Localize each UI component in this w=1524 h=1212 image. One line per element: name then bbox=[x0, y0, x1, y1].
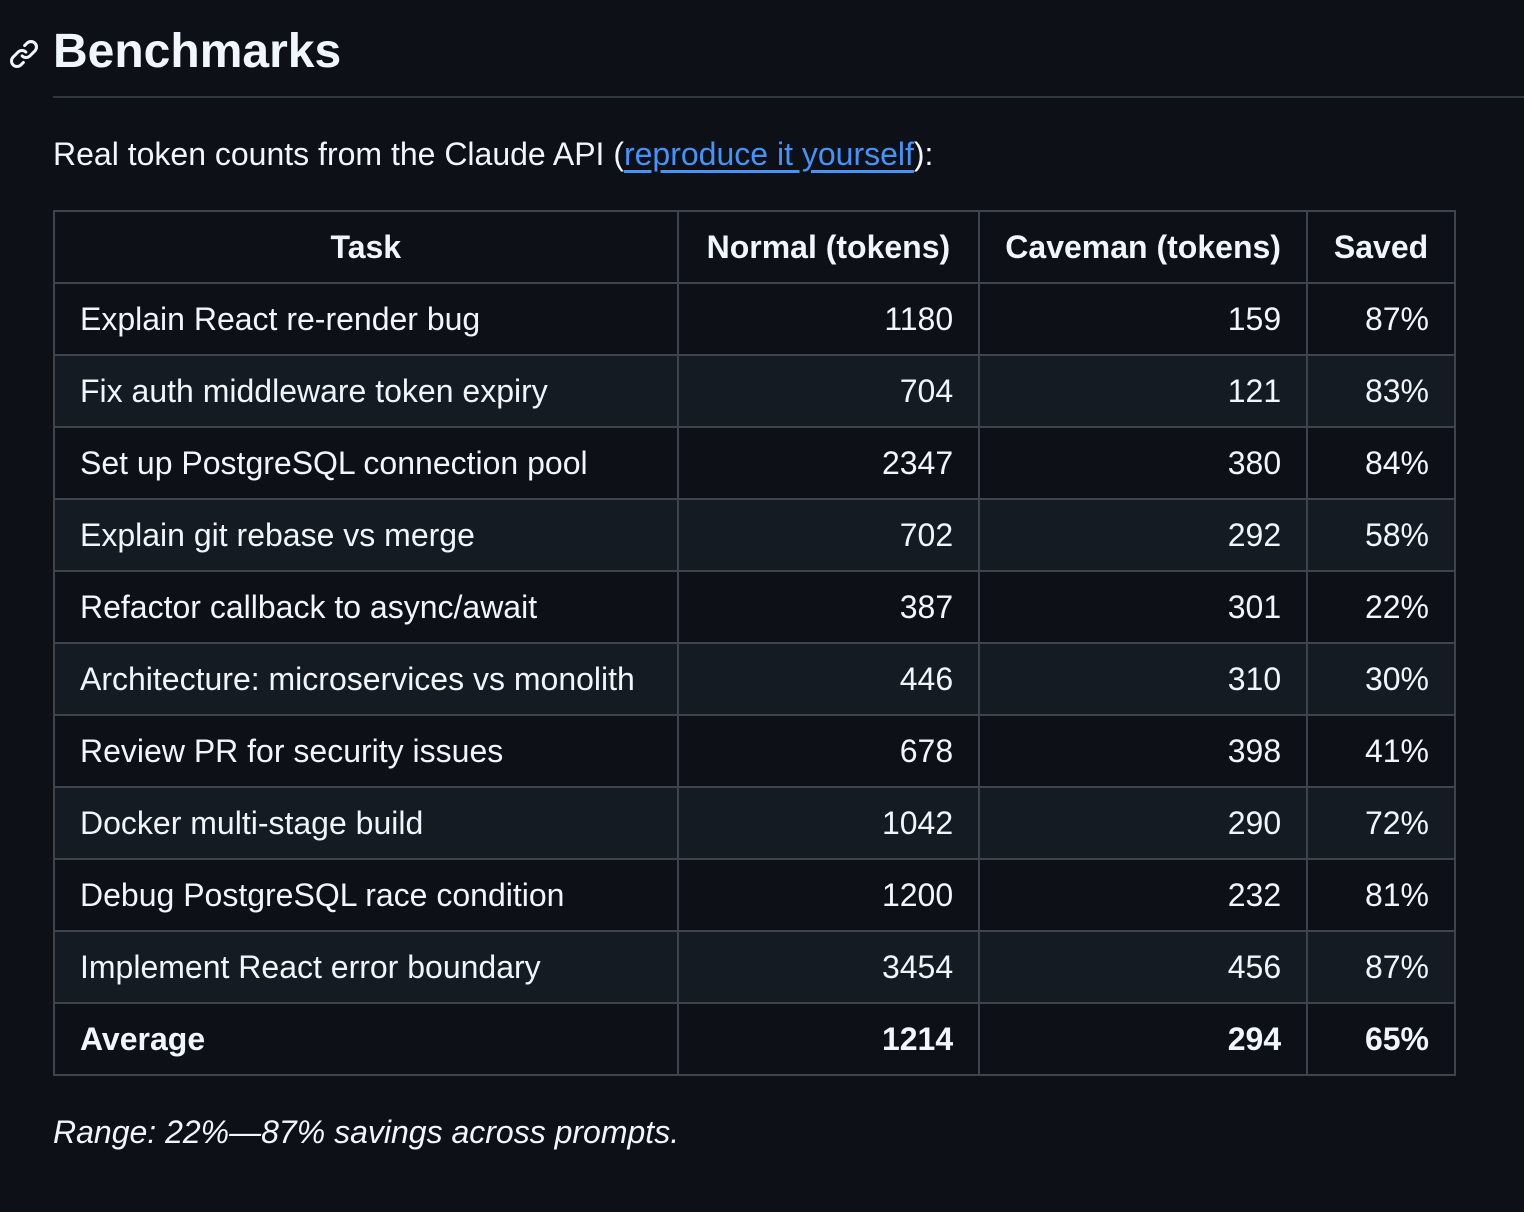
task-cell: Architecture: microservices vs monolith bbox=[53, 642, 679, 716]
intro-text-before: Real token counts from the Claude API ( bbox=[53, 136, 624, 172]
task-cell: Implement React error boundary bbox=[53, 930, 679, 1004]
heading-text: Benchmarks bbox=[53, 25, 342, 78]
caveman-tokens-cell: 159 bbox=[978, 282, 1309, 356]
normal-tokens-cell: 3454 bbox=[676, 930, 981, 1004]
task-cell: Set up PostgreSQL connection pool bbox=[53, 426, 679, 500]
task-cell: Review PR for security issues bbox=[53, 714, 679, 788]
caveman-tokens-cell: 310 bbox=[978, 642, 1309, 716]
caveman-tokens-cell: 301 bbox=[978, 570, 1309, 644]
saved-cell: 65% bbox=[1306, 1002, 1456, 1076]
normal-tokens-cell: 704 bbox=[676, 354, 981, 428]
saved-cell: 81% bbox=[1306, 858, 1456, 932]
column-header-caveman: Caveman (tokens) bbox=[978, 210, 1309, 284]
table-row: Fix auth middleware token expiry 704 121… bbox=[53, 354, 1456, 428]
task-cell: Explain React re-render bug bbox=[53, 282, 679, 356]
caveman-tokens-cell: 290 bbox=[978, 786, 1309, 860]
intro-paragraph: Real token counts from the Claude API (r… bbox=[53, 130, 1524, 178]
saved-cell: 87% bbox=[1306, 930, 1456, 1004]
table-row: Implement React error boundary 3454 456 … bbox=[53, 930, 1456, 1004]
caveman-tokens-cell: 456 bbox=[978, 930, 1309, 1004]
table-row: Explain git rebase vs merge 702 292 58% bbox=[53, 498, 1456, 572]
intro-text-after: ): bbox=[913, 136, 934, 172]
normal-tokens-cell: 2347 bbox=[676, 426, 981, 500]
benchmarks-table: Task Normal (tokens) Caveman (tokens) Sa… bbox=[53, 210, 1456, 1076]
normal-tokens-cell: 1042 bbox=[676, 786, 981, 860]
normal-tokens-cell: 1180 bbox=[676, 282, 981, 356]
saved-cell: 84% bbox=[1306, 426, 1456, 500]
average-row: Average 1214 294 65% bbox=[53, 1002, 1456, 1076]
saved-cell: 72% bbox=[1306, 786, 1456, 860]
table-header-row: Task Normal (tokens) Caveman (tokens) Sa… bbox=[53, 210, 1456, 284]
task-cell: Fix auth middleware token expiry bbox=[53, 354, 679, 428]
saved-cell: 58% bbox=[1306, 498, 1456, 572]
task-cell: Debug PostgreSQL race condition bbox=[53, 858, 679, 932]
table-row: Explain React re-render bug 1180 159 87% bbox=[53, 282, 1456, 356]
task-cell: Docker multi-stage build bbox=[53, 786, 679, 860]
heading-block: Benchmarks bbox=[9, 22, 1524, 98]
task-cell: Refactor callback to async/await bbox=[53, 570, 679, 644]
table-row: Docker multi-stage build 1042 290 72% bbox=[53, 786, 1456, 860]
reproduce-link[interactable]: reproduce it yourself bbox=[623, 136, 914, 172]
table-row: Architecture: microservices vs monolith … bbox=[53, 642, 1456, 716]
caveman-tokens-cell: 232 bbox=[978, 858, 1309, 932]
saved-cell: 87% bbox=[1306, 282, 1456, 356]
column-header-normal: Normal (tokens) bbox=[676, 210, 981, 284]
caveman-tokens-cell: 121 bbox=[978, 354, 1309, 428]
saved-cell: 22% bbox=[1306, 570, 1456, 644]
table-row: Refactor callback to async/await 387 301… bbox=[53, 570, 1456, 644]
table-row: Set up PostgreSQL connection pool 2347 3… bbox=[53, 426, 1456, 500]
task-cell: Average bbox=[53, 1002, 679, 1076]
normal-tokens-cell: 702 bbox=[676, 498, 981, 572]
caveman-tokens-cell: 398 bbox=[978, 714, 1309, 788]
saved-cell: 83% bbox=[1306, 354, 1456, 428]
readme-section: Benchmarks Real token counts from the Cl… bbox=[9, 22, 1524, 1150]
saved-cell: 41% bbox=[1306, 714, 1456, 788]
normal-tokens-cell: 446 bbox=[676, 642, 981, 716]
normal-tokens-cell: 1200 bbox=[676, 858, 981, 932]
normal-tokens-cell: 387 bbox=[676, 570, 981, 644]
caveman-tokens-cell: 292 bbox=[978, 498, 1309, 572]
table-row: Review PR for security issues 678 398 41… bbox=[53, 714, 1456, 788]
task-cell: Explain git rebase vs merge bbox=[53, 498, 679, 572]
caveman-tokens-cell: 294 bbox=[978, 1002, 1309, 1076]
table-row: Debug PostgreSQL race condition 1200 232… bbox=[53, 858, 1456, 932]
heading-anchor[interactable] bbox=[8, 38, 40, 70]
page-title: Benchmarks bbox=[9, 22, 1524, 98]
link-icon bbox=[8, 38, 40, 70]
column-header-task: Task bbox=[53, 210, 679, 284]
normal-tokens-cell: 678 bbox=[676, 714, 981, 788]
column-header-saved: Saved bbox=[1306, 210, 1456, 284]
saved-cell: 30% bbox=[1306, 642, 1456, 716]
normal-tokens-cell: 1214 bbox=[676, 1002, 981, 1076]
range-note: Range: 22%—87% savings across prompts. bbox=[53, 1114, 680, 1150]
caveman-tokens-cell: 380 bbox=[978, 426, 1309, 500]
